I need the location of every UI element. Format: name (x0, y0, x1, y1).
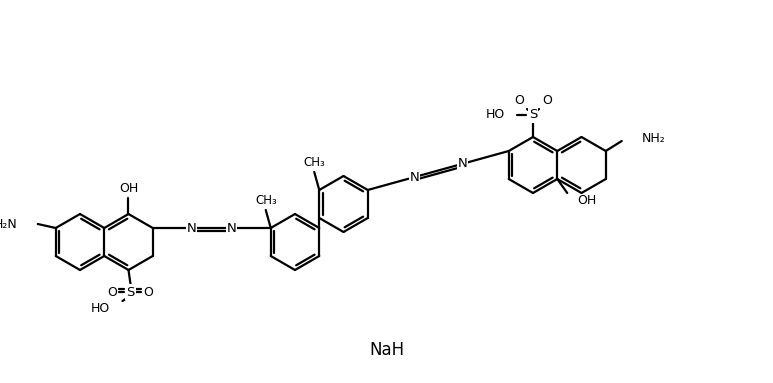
Text: CH₃: CH₃ (255, 195, 277, 208)
Text: N: N (187, 221, 196, 234)
Text: HO: HO (485, 108, 505, 121)
Text: N: N (227, 221, 237, 234)
Text: N: N (458, 157, 467, 170)
Text: N: N (410, 171, 419, 183)
Text: O: O (514, 95, 524, 108)
Text: HO: HO (91, 301, 111, 314)
Text: NH₂: NH₂ (642, 133, 666, 146)
Text: S: S (529, 108, 537, 121)
Text: NaH: NaH (369, 341, 404, 359)
Text: O: O (542, 95, 552, 108)
Text: CH₃: CH₃ (303, 157, 325, 170)
Text: H₂N: H₂N (0, 218, 18, 231)
Text: OH: OH (577, 195, 597, 208)
Text: O: O (144, 285, 153, 298)
Text: S: S (126, 285, 135, 298)
Text: O: O (107, 285, 117, 298)
Text: OH: OH (119, 182, 138, 195)
